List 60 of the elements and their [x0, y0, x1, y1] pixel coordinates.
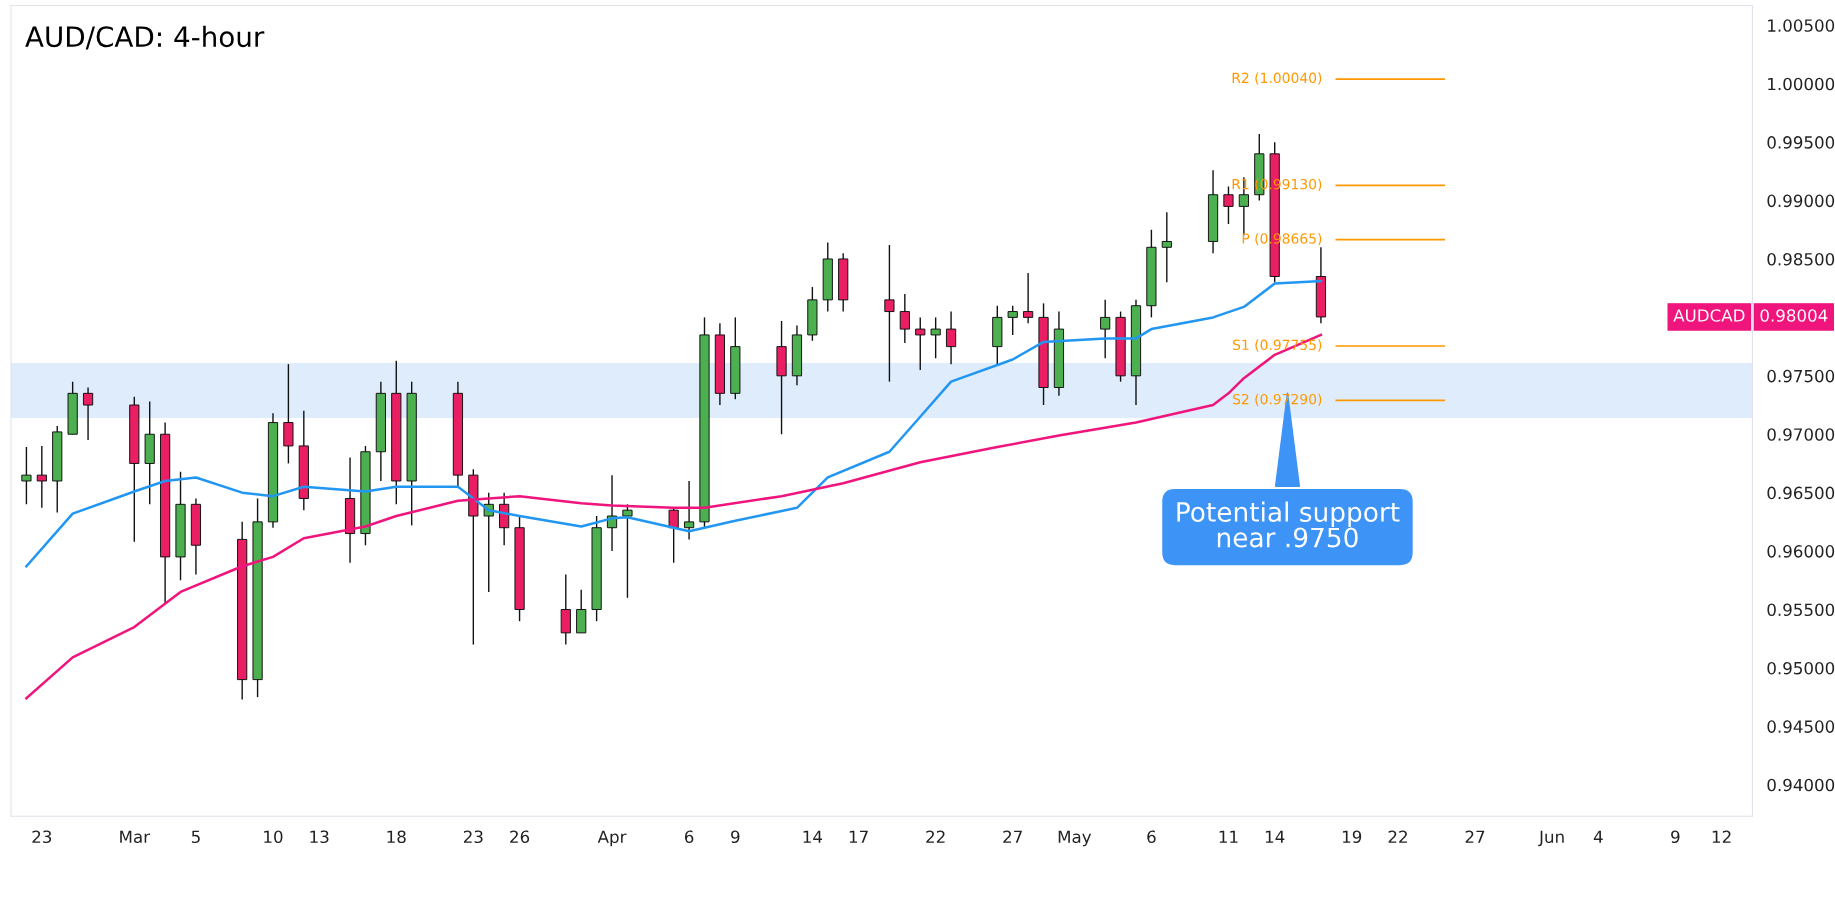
- y-tick-label: 0.97500: [1767, 369, 1835, 383]
- x-tick-label: 23: [463, 830, 483, 844]
- annotation: AUDCAD: [1673, 309, 1745, 322]
- candlestick: [930, 316, 941, 359]
- candlestick: [1223, 185, 1234, 225]
- candlestick: [945, 310, 957, 365]
- y-tick-label: 1.00000: [1768, 77, 1835, 91]
- x-tick-label: 27: [1465, 830, 1485, 843]
- candlestick: [283, 363, 294, 465]
- candlestick: [1023, 272, 1034, 324]
- y-tick-label: 0.98500: [1767, 252, 1835, 266]
- x-tick-label: 22: [1388, 830, 1407, 843]
- candlestick: [683, 480, 695, 541]
- y-tick-label: 1.00500: [1768, 19, 1835, 32]
- x-tick-label: 18: [387, 830, 406, 844]
- candlestick: [576, 588, 587, 634]
- candlestick: [899, 293, 910, 344]
- x-tick-label: 22: [926, 830, 945, 843]
- candlestick: [1007, 305, 1018, 336]
- x-tick-label: 9: [1671, 830, 1680, 844]
- candlestick: [1100, 299, 1111, 359]
- text: AUD/CAD: 4-hour: [25, 25, 265, 50]
- band-label: Potential support near .9750: [1177, 501, 1400, 548]
- x-tick-label: Apr: [597, 830, 627, 847]
- x-tick-label: 5: [191, 830, 200, 844]
- x-tick-label: 19: [1342, 830, 1362, 844]
- x-tick-label: 9: [731, 830, 740, 844]
- text: 0.98004: [1760, 309, 1828, 322]
- x-tick-label: 23: [32, 830, 52, 844]
- x-tick-label: 12: [1712, 830, 1731, 843]
- y-tick-label: 0.95000: [1767, 661, 1835, 675]
- x-tick-label: 17: [849, 830, 868, 843]
- x-tick-label: May: [1058, 830, 1092, 847]
- x-tick-label: 6: [1147, 830, 1156, 844]
- y-tick-label: 0.94000: [1767, 778, 1835, 792]
- x-tick-label: 27: [1003, 830, 1022, 843]
- x-tick-label: 13: [310, 830, 329, 844]
- y-tick-label: 0.96000: [1767, 545, 1835, 558]
- y-tick-label: 0.95500: [1767, 603, 1835, 617]
- candlestick: [668, 507, 679, 564]
- x-tick-label: 10: [264, 830, 283, 844]
- series-label: R2 (1.00040): [1232, 72, 1322, 85]
- candlestick: [560, 573, 571, 646]
- y-tick-label: 0.94500: [1767, 720, 1835, 733]
- x-tick-label: 14: [803, 830, 823, 843]
- x-tick-label: 14: [1265, 830, 1285, 843]
- candlestick: [622, 503, 633, 599]
- x-tick-label: 26: [510, 830, 530, 844]
- y-tick-label: 0.97000: [1767, 428, 1835, 441]
- x-tick-label: 6: [684, 830, 694, 844]
- x-tick-label: 11: [1219, 830, 1238, 843]
- candlestick: [884, 244, 895, 383]
- x-tick-label: Jun: [1538, 830, 1564, 847]
- x-tick-label: 4: [1593, 830, 1603, 843]
- candlestick: [915, 316, 926, 371]
- x-tick-label: Mar: [120, 830, 151, 844]
- y-tick-label: 0.99500: [1767, 136, 1835, 149]
- candlestick: [1161, 211, 1172, 284]
- y-tick-label: 0.96500: [1767, 486, 1835, 500]
- y-tick-label: 0.99000: [1767, 194, 1835, 208]
